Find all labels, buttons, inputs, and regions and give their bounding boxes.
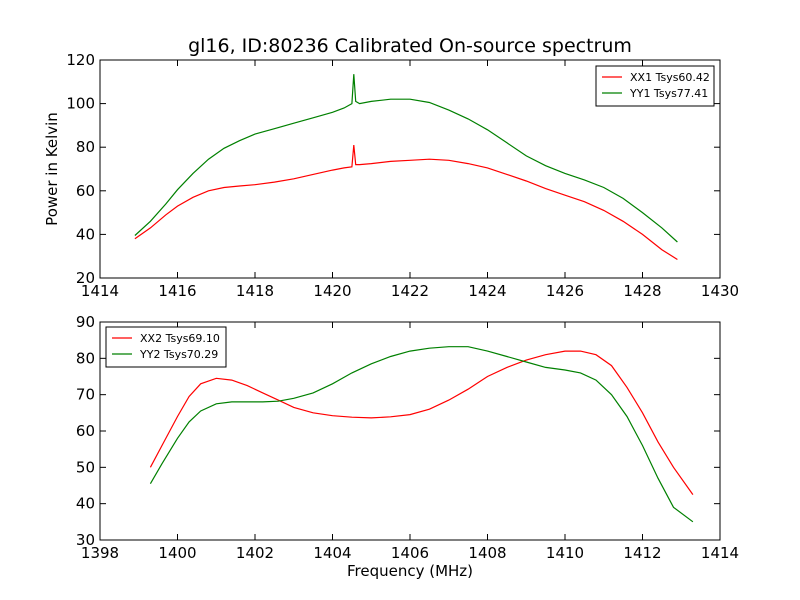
x-tick-label: 1412: [623, 544, 661, 562]
series-line-2-2: [149, 346, 694, 523]
y-tick-label: 70: [76, 386, 95, 404]
series-line-1-1: [134, 144, 678, 261]
legend-label: YY2 Tsys70.29: [139, 348, 218, 361]
legend-label: XX2 Tsys69.10: [140, 332, 220, 345]
y-tick-label: 80: [76, 138, 95, 156]
x-tick-label: 1400: [158, 544, 196, 562]
x-tick-label: 1402: [236, 544, 274, 562]
legend: XX2 Tsys69.10 YY2 Tsys70.29: [105, 326, 227, 368]
y-tick-label: 40: [76, 495, 95, 513]
x-tick-label: 1428: [623, 282, 661, 300]
panel-2: 1398 1400 1402 1404 1406 1408 1410 1412 1414 30 40…: [76, 313, 739, 580]
x-tick-label: 1420: [313, 282, 351, 300]
x-tick-label: 1408: [468, 544, 506, 562]
x-tick-label: 1424: [468, 282, 506, 300]
legend: XX1 Tsys60.42 YY1 Tsys77.41: [595, 65, 715, 107]
legend-label: YY1 Tsys77.41: [629, 87, 708, 100]
y-tick-label: 120: [66, 51, 95, 69]
y-tick-label: 40: [76, 225, 95, 243]
x-tick-label: 1416: [158, 282, 196, 300]
legend-label: XX1 Tsys60.42: [630, 71, 710, 84]
y-tick-label: 60: [76, 182, 95, 200]
x-tick-label: 1398: [81, 544, 119, 562]
x-tick-label: 1410: [546, 544, 584, 562]
legend-box: [595, 65, 715, 107]
figure-title: gl16, ID:80236 Calibrated On-source spec…: [188, 35, 632, 57]
x-tick-label: 1430: [701, 282, 739, 300]
x-tick-label: 1414: [701, 544, 739, 562]
y-tick-label: 20: [76, 269, 95, 287]
series-line-1-2: [134, 74, 678, 243]
x-axis-label: Frequency (MHz): [347, 562, 473, 580]
y-tick-label: 100: [66, 95, 95, 113]
y-tick-label: 60: [76, 422, 95, 440]
y-axis-label: Power in Kelvin: [43, 112, 61, 226]
x-tick-label: 1422: [391, 282, 429, 300]
y-tick-label: 30: [76, 531, 95, 549]
x-tick-label: 1418: [236, 282, 274, 300]
panel-1: 1414 1416 1418 1420 1422 1424 1426 1428 1430 20 40…: [43, 51, 739, 300]
y-tick-label: 50: [76, 458, 95, 476]
x-tick-label: 1404: [313, 544, 351, 562]
series-line-2-1: [149, 350, 694, 495]
y-tick-label: 90: [76, 313, 95, 331]
x-tick-label: 1426: [546, 282, 584, 300]
x-tick-label: 1406: [391, 544, 429, 562]
x-tick-label: 1414: [81, 282, 119, 300]
y-tick-label: 80: [76, 349, 95, 367]
legend-box: [105, 326, 227, 368]
